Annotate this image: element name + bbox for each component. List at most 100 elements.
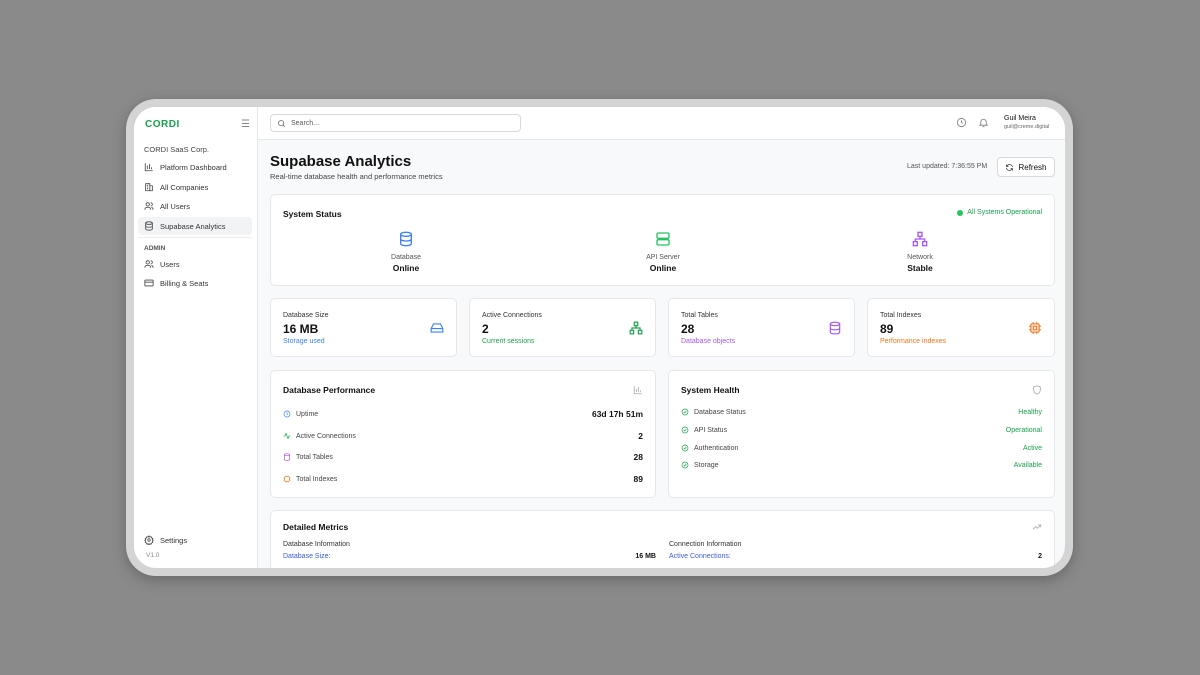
status-label: API Server	[646, 254, 680, 261]
check-circle-icon	[681, 426, 689, 434]
stat-label: Total Tables	[681, 312, 718, 319]
sidebar-item-supabase-analytics[interactable]: Supabase Analytics	[138, 217, 252, 235]
sidebar-item-billing[interactable]: Billing & Seats	[138, 274, 252, 292]
refresh-icon	[1006, 163, 1014, 171]
detailed-metrics-card: Detailed Metrics Database Information Co…	[270, 510, 1055, 568]
database-performance-card: Database Performance Uptime 63d 17h 51m A…	[270, 370, 656, 498]
row-value: 28	[633, 452, 643, 462]
card-title: System Health	[681, 385, 740, 395]
row-value: 89	[633, 474, 643, 484]
status-label: Network	[907, 254, 933, 261]
check-circle-icon	[681, 444, 689, 452]
page-subtitle: Real-time database health and performanc…	[270, 172, 443, 181]
sidebar-item-platform-dashboard[interactable]: Platform Dashboard	[138, 158, 252, 176]
trending-up-icon	[1032, 524, 1042, 530]
row-value: Active	[1022, 444, 1042, 452]
admin-section-label: ADMIN	[144, 245, 166, 252]
sidebar: CORDI ☰ CORDI SaaS Corp. Platform Dashbo…	[134, 107, 258, 568]
card-title: Database Performance	[283, 385, 376, 395]
row-label: Total Tables	[296, 453, 333, 461]
search-icon	[278, 119, 286, 127]
user-name[interactable]: Guil Meira	[1004, 115, 1036, 122]
last-updated: Last updated: 7:36:55 PM	[907, 163, 988, 170]
row-label: Authentication	[694, 444, 739, 452]
database-icon	[284, 453, 290, 461]
status-value: Stable	[907, 263, 933, 273]
stat-label: Database Size	[283, 312, 329, 319]
db-size-row: Database Size: 16 MB	[283, 553, 656, 560]
sidebar-item-all-users[interactable]: All Users	[138, 197, 252, 215]
sidebar-item-all-companies[interactable]: All Companies	[138, 178, 252, 196]
nav-label: Billing & Seats	[160, 278, 209, 288]
perf-row-uptime: Uptime 63d 17h 51m	[283, 409, 643, 419]
top-header: Search... Guil Meira guil@creme.digital	[258, 107, 1065, 140]
status-dot	[957, 209, 964, 216]
row-label: Database Size:	[283, 553, 331, 560]
overall-status-text: All Systems Operational	[967, 209, 1042, 216]
health-row-api: API Status Operational	[681, 426, 1042, 434]
card-title: Detailed Metrics	[283, 522, 349, 532]
nav-label: Settings	[160, 535, 188, 545]
perf-row-tables: Total Tables 28	[283, 452, 643, 462]
nav-label: Platform Dashboard	[160, 162, 227, 172]
app-window: CORDI ☰ CORDI SaaS Corp. Platform Dashbo…	[134, 107, 1065, 568]
stat-note: Database objects	[681, 338, 736, 345]
db-info-heading: Database Information	[283, 541, 350, 548]
nav-label: Supabase Analytics	[160, 221, 226, 231]
perf-row-indexes: Total Indexes 89	[283, 474, 643, 484]
row-label: Active Connections:	[669, 553, 731, 560]
status-label: Database	[391, 254, 421, 261]
bar-chart-icon	[633, 386, 642, 395]
row-value: 2	[638, 431, 643, 441]
card-title: System Status	[283, 209, 342, 219]
bell-icon[interactable]	[978, 117, 989, 128]
hard-drive-icon	[430, 323, 444, 333]
row-value: 63d 17h 51m	[591, 409, 643, 419]
stat-value: 16 MB	[283, 322, 319, 336]
row-label: Active Connections	[296, 432, 356, 440]
users-icon	[144, 202, 154, 210]
clock-icon[interactable]	[956, 117, 967, 128]
page-title: Supabase Analytics	[270, 153, 412, 170]
users-icon	[144, 260, 154, 268]
sidebar-item-settings[interactable]: Settings	[138, 531, 252, 549]
row-value: 16 MB	[635, 553, 656, 560]
user-email: guil@creme.digital	[1004, 124, 1050, 130]
system-health-card: System Health Database Status Healthy API…	[668, 370, 1055, 498]
sidebar-item-users[interactable]: Users	[138, 255, 252, 273]
stat-label: Active Connections	[482, 312, 542, 319]
stat-card-active-connections: Active Connections 2 Current sessions	[469, 298, 656, 357]
conn-row: Active Connections: 2	[669, 553, 1042, 560]
perf-row-connections: Active Connections 2	[283, 431, 643, 441]
stat-note: Storage used	[283, 338, 325, 345]
row-value: Healthy	[1018, 408, 1042, 416]
stat-note: Performance indexes	[880, 338, 947, 345]
stat-value: 89	[880, 322, 894, 336]
search-input[interactable]: Search...	[270, 114, 521, 132]
status-value: Online	[392, 263, 420, 273]
health-row-database: Database Status Healthy	[681, 408, 1042, 416]
search-placeholder: Search...	[291, 119, 320, 127]
health-row-auth: Authentication Active	[681, 444, 1042, 452]
health-row-storage: Storage Available	[681, 461, 1042, 469]
network-icon	[629, 321, 643, 335]
row-label: Uptime	[296, 410, 319, 418]
version-label: V1.0	[146, 552, 160, 559]
credit-card-icon	[144, 279, 154, 287]
status-database: Database Online	[356, 231, 456, 273]
cpu-icon	[283, 475, 291, 483]
refresh-button[interactable]: Refresh	[997, 157, 1055, 177]
logo: CORDI	[145, 119, 180, 130]
stat-label: Total Indexes	[880, 312, 922, 319]
menu-icon[interactable]: ☰	[241, 119, 250, 130]
check-circle-icon	[681, 408, 689, 416]
database-icon	[400, 231, 412, 247]
check-circle-icon	[681, 461, 689, 469]
row-value: 2	[1038, 553, 1042, 560]
org-name: CORDI SaaS Corp.	[144, 145, 210, 154]
conn-info-heading: Connection Information	[669, 541, 742, 548]
row-label: Storage	[694, 461, 719, 469]
nav-label: All Companies	[160, 182, 209, 192]
database-icon	[829, 321, 841, 335]
stat-note: Current sessions	[482, 338, 535, 345]
